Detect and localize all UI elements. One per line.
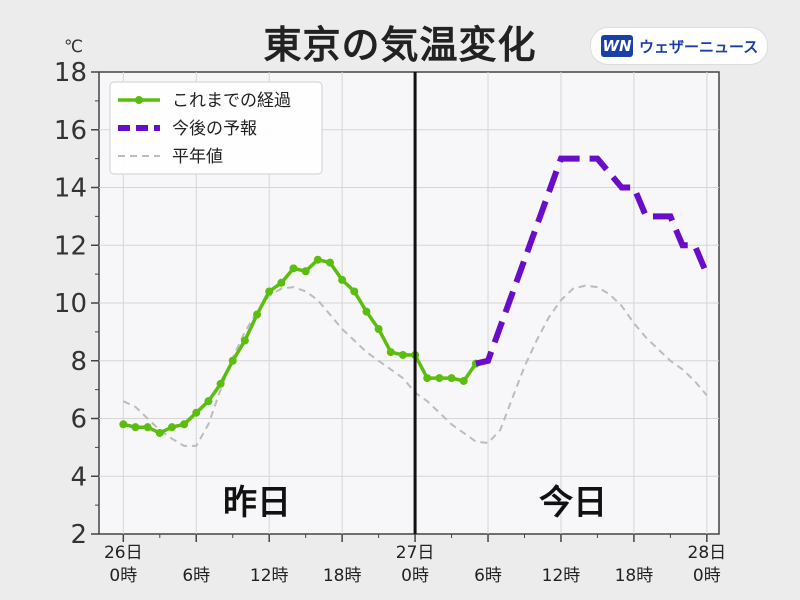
y-tick-label: 12 (54, 231, 87, 261)
data-point (435, 374, 444, 383)
legend-label: 今後の予報 (172, 119, 257, 139)
data-point (386, 348, 395, 357)
weathernews-logo: WN ウェザーニュース (590, 27, 768, 65)
x-tick-label-hour: 0時 (693, 566, 721, 586)
data-point (216, 379, 225, 388)
data-point (192, 408, 201, 417)
logo-text: ウェザーニュース (639, 37, 759, 56)
annotations: 昨日 今日 (223, 483, 607, 523)
legend-label: これまでの経過 (172, 91, 291, 111)
data-point (447, 374, 456, 383)
y-tick-label: 16 (54, 116, 87, 146)
y-tick-label: 8 (70, 347, 87, 377)
data-point (204, 397, 213, 406)
data-point (313, 255, 322, 264)
y-tick-label: 6 (70, 405, 87, 435)
x-axis: 26日 0時 6時 12時 18時 27日 0時 6時 12時 18時 28日 0時 (104, 534, 726, 586)
legend-box (109, 81, 323, 175)
data-point (301, 267, 310, 276)
x-tick-label-day: 27日 (396, 543, 435, 563)
data-point (228, 356, 237, 365)
data-point (240, 336, 249, 345)
data-point (398, 350, 407, 359)
legend-label: 平年値 (172, 147, 223, 167)
y-tick-label: 10 (54, 289, 87, 319)
y-unit-label: ℃ (64, 37, 83, 57)
series-line (475, 155, 710, 367)
legend-marker (135, 96, 143, 104)
x-tick-label-hour: 0時 (109, 566, 137, 586)
data-point (289, 264, 298, 273)
data-point (253, 310, 262, 319)
y-tick-label: 18 (54, 58, 87, 88)
data-point (374, 324, 383, 333)
x-tick-label-hour: 6時 (474, 566, 502, 586)
data-point (167, 423, 176, 432)
x-tick-label-hour: 6時 (182, 566, 210, 586)
data-point (350, 287, 359, 296)
x-tick-label-hour: 0時 (401, 566, 429, 586)
data-point (362, 307, 371, 316)
data-point (119, 420, 128, 429)
x-tick-label-hour: 12時 (250, 566, 289, 586)
logo-mark-icon: WN (601, 35, 633, 57)
region-label: 昨日 (223, 483, 291, 523)
y-tick-label: 2 (70, 520, 87, 550)
y-tick-label: 4 (70, 462, 87, 492)
data-point (180, 420, 189, 429)
chart-title: 東京の気温変化 (263, 23, 537, 67)
data-point (325, 258, 334, 267)
x-tick-label-day: 26日 (104, 543, 143, 563)
x-tick-label-hour: 12時 (542, 566, 581, 586)
data-point (131, 423, 140, 432)
y-axis: 2 4 6 8 10 12 14 16 18 (54, 58, 99, 550)
x-tick-label-day: 28日 (688, 543, 727, 563)
region-label: 今日 (539, 483, 607, 523)
data-point (155, 428, 164, 437)
series-layer (119, 72, 710, 534)
y-tick-label: 14 (54, 174, 87, 204)
data-point (265, 287, 274, 296)
x-tick-label-hour: 18時 (323, 566, 362, 586)
data-point (143, 423, 152, 432)
data-point (459, 376, 468, 385)
x-tick-label-hour: 18時 (615, 566, 654, 586)
data-point (277, 278, 286, 287)
data-point (423, 374, 432, 383)
data-point (338, 275, 347, 284)
